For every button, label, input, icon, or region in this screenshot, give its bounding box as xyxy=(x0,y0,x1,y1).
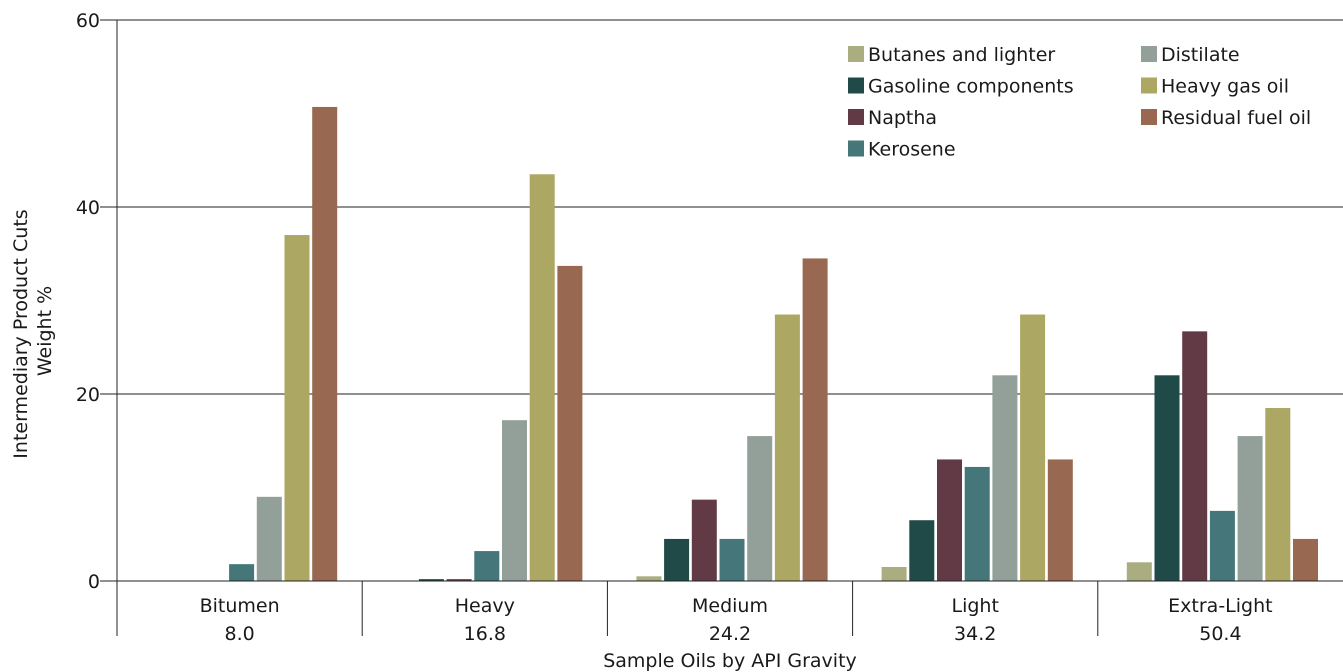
x-category-label: Heavy xyxy=(455,595,515,617)
legend-label: Heavy gas oil xyxy=(1161,76,1289,98)
bar xyxy=(802,258,828,581)
x-category-label: Bitumen xyxy=(200,595,280,617)
legend-swatch xyxy=(848,109,864,125)
bar xyxy=(1047,459,1073,581)
bar xyxy=(529,174,555,581)
x-category-sublabel: 34.2 xyxy=(954,623,996,645)
bar xyxy=(1182,331,1208,581)
axes xyxy=(100,19,1343,636)
bar xyxy=(964,466,990,581)
y-axis-label: Intermediary Product Cuts Weight % xyxy=(10,203,56,458)
bar xyxy=(1209,510,1235,581)
bar xyxy=(229,564,255,581)
bar xyxy=(418,579,444,581)
legend: Butanes and lighter Gasoline components Na… xyxy=(848,44,1311,161)
bar xyxy=(256,496,282,581)
bar xyxy=(446,579,472,581)
y-tick-label: 60 xyxy=(76,10,100,32)
legend-swatch xyxy=(1141,46,1157,62)
bar xyxy=(719,538,745,581)
bars xyxy=(229,106,1318,582)
x-category-sublabel: 8.0 xyxy=(224,623,254,645)
bar xyxy=(502,420,527,581)
y-axis-label-line-1: Intermediary Product Cuts xyxy=(10,209,32,458)
x-category-sublabel: 24.2 xyxy=(709,623,751,645)
bar xyxy=(992,375,1018,581)
legend-swatch xyxy=(1141,77,1157,94)
bar xyxy=(1265,408,1291,581)
y-tick-label: 0 xyxy=(88,571,100,593)
legend-label: Gasoline components xyxy=(868,76,1074,98)
legend-label: Distilate xyxy=(1161,44,1240,66)
x-category-sublabel: 16.8 xyxy=(464,623,506,645)
x-category-sublabel: 50.4 xyxy=(1199,623,1241,645)
bar xyxy=(881,566,907,581)
bar xyxy=(774,314,800,581)
legend-swatch xyxy=(1141,109,1157,125)
legend-label: Butanes and lighter xyxy=(868,44,1055,66)
legend-label: Kerosene xyxy=(868,139,956,161)
x-category-labels: Bitumen 8.0 Heavy 16.8 Medium 24.2 Light 34.2 Ex… xyxy=(200,595,1273,645)
bar xyxy=(557,265,583,581)
bar xyxy=(284,235,310,582)
legend-label: Naptha xyxy=(868,107,937,129)
bar xyxy=(937,459,962,581)
bar xyxy=(909,520,935,581)
bar xyxy=(1293,538,1318,581)
legend-label: Residual fuel oil xyxy=(1161,107,1311,129)
bar xyxy=(747,436,773,581)
legend-swatch xyxy=(848,77,864,94)
x-category-label: Extra-Light xyxy=(1168,595,1272,617)
y-tick-labels: 0 20 40 60 xyxy=(76,10,100,593)
bar xyxy=(312,106,338,581)
legend-swatch xyxy=(848,140,864,157)
bar xyxy=(1154,375,1180,581)
legend-swatch xyxy=(848,46,864,62)
bar xyxy=(1020,314,1046,581)
bar xyxy=(1237,436,1263,581)
y-tick-label: 20 xyxy=(76,384,100,406)
y-axis-label-line-2: Weight % xyxy=(34,286,56,376)
bar xyxy=(636,576,662,581)
bar xyxy=(691,499,717,581)
x-category-label: Light xyxy=(951,595,998,617)
x-category-label: Medium xyxy=(692,595,768,617)
x-axis-label: Sample Oils by API Gravity xyxy=(603,650,857,672)
bar xyxy=(664,538,690,581)
bar xyxy=(1126,562,1152,581)
bar xyxy=(474,551,500,581)
y-tick-label: 40 xyxy=(76,197,100,219)
